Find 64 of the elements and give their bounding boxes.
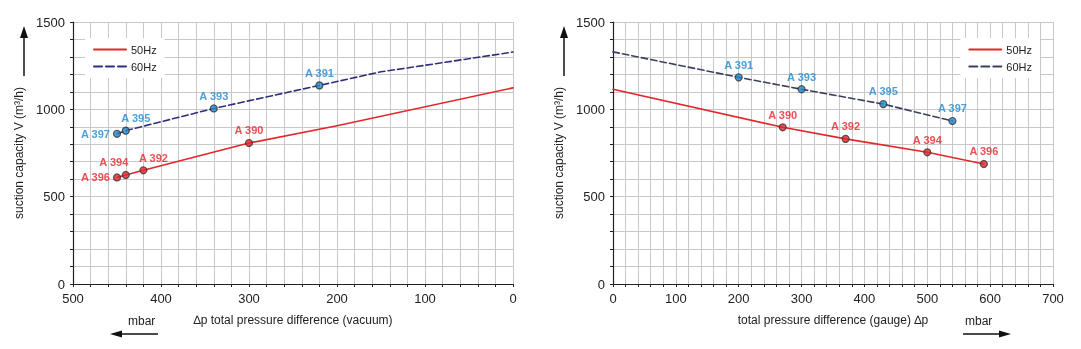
x-tick-label: 100 bbox=[665, 291, 687, 306]
x-axis-title: total pressure difference (gauge) ∆p bbox=[737, 313, 929, 327]
point bbox=[121, 126, 130, 135]
y-tick-label: 500 bbox=[43, 189, 65, 205]
x-axis-title: ∆p total pressure difference (vacuum) bbox=[193, 313, 393, 327]
x-tick-label: 200 bbox=[326, 291, 348, 306]
x-tick-label: 700 bbox=[1042, 291, 1064, 306]
data-label: A 395 bbox=[868, 85, 898, 98]
data-label: A 393 bbox=[199, 89, 229, 102]
data-label: A 390 bbox=[234, 124, 264, 137]
x-tick-label: 500 bbox=[916, 291, 939, 306]
point bbox=[923, 148, 932, 157]
y-tick-label: 0 bbox=[597, 276, 605, 292]
x-tick-label: 600 bbox=[979, 291, 1001, 306]
point bbox=[948, 116, 957, 126]
data-label: A 396 bbox=[80, 171, 110, 184]
y-axis-title: suction capacity V (m³/h) bbox=[552, 86, 566, 220]
x-tick-label: 400 bbox=[853, 291, 876, 306]
data-label: A 396 bbox=[969, 145, 999, 158]
point bbox=[778, 123, 787, 132]
legend-label: 60Hz bbox=[131, 60, 157, 73]
point bbox=[841, 134, 850, 143]
data-label: A 394 bbox=[99, 156, 130, 169]
point bbox=[112, 129, 122, 138]
point bbox=[734, 73, 743, 82]
point bbox=[244, 138, 254, 148]
y-tick-label: 1000 bbox=[576, 101, 605, 117]
data-label: A 397 bbox=[80, 127, 110, 140]
point bbox=[879, 99, 888, 109]
data-label: A 393 bbox=[787, 70, 817, 83]
data-label: A 392 bbox=[138, 151, 168, 164]
x-tick-label: 0 bbox=[509, 291, 517, 306]
x-tick-label: 200 bbox=[727, 291, 750, 306]
legend-label: 60Hz bbox=[1006, 60, 1033, 73]
point bbox=[315, 81, 324, 90]
y-tick-label: 1500 bbox=[576, 14, 605, 30]
data-label: A 394 bbox=[912, 133, 943, 146]
point bbox=[797, 85, 806, 94]
x-tick-label: 300 bbox=[238, 291, 260, 306]
text: mbar bbox=[128, 314, 156, 328]
x-tick-label: 100 bbox=[414, 291, 436, 306]
point bbox=[139, 166, 148, 175]
text: mbar bbox=[965, 314, 993, 328]
point bbox=[209, 104, 218, 113]
data-label: A 390 bbox=[768, 108, 798, 121]
x-tick-label: 300 bbox=[790, 291, 813, 306]
x-tick-label: 500 bbox=[62, 291, 84, 306]
point bbox=[112, 173, 122, 182]
y-tick-label: 1000 bbox=[36, 101, 65, 117]
data-label: A 395 bbox=[121, 112, 151, 125]
y-tick-label: 0 bbox=[57, 276, 65, 292]
y-axis-title: suction capacity V (m³/h) bbox=[12, 86, 26, 220]
point bbox=[121, 170, 130, 180]
data-label: A 391 bbox=[724, 58, 754, 71]
legend-label: 50Hz bbox=[131, 43, 157, 56]
x-tick-label: 400 bbox=[150, 291, 172, 306]
x-tick-label: 0 bbox=[609, 291, 617, 306]
y-tick-label: 1500 bbox=[36, 14, 65, 30]
data-label: A 391 bbox=[304, 66, 334, 79]
data-label: A 392 bbox=[831, 120, 861, 133]
legend-label: 50Hz bbox=[1006, 43, 1033, 56]
y-tick-label: 500 bbox=[583, 189, 605, 205]
point bbox=[979, 159, 988, 169]
data-label: A 397 bbox=[937, 102, 967, 115]
